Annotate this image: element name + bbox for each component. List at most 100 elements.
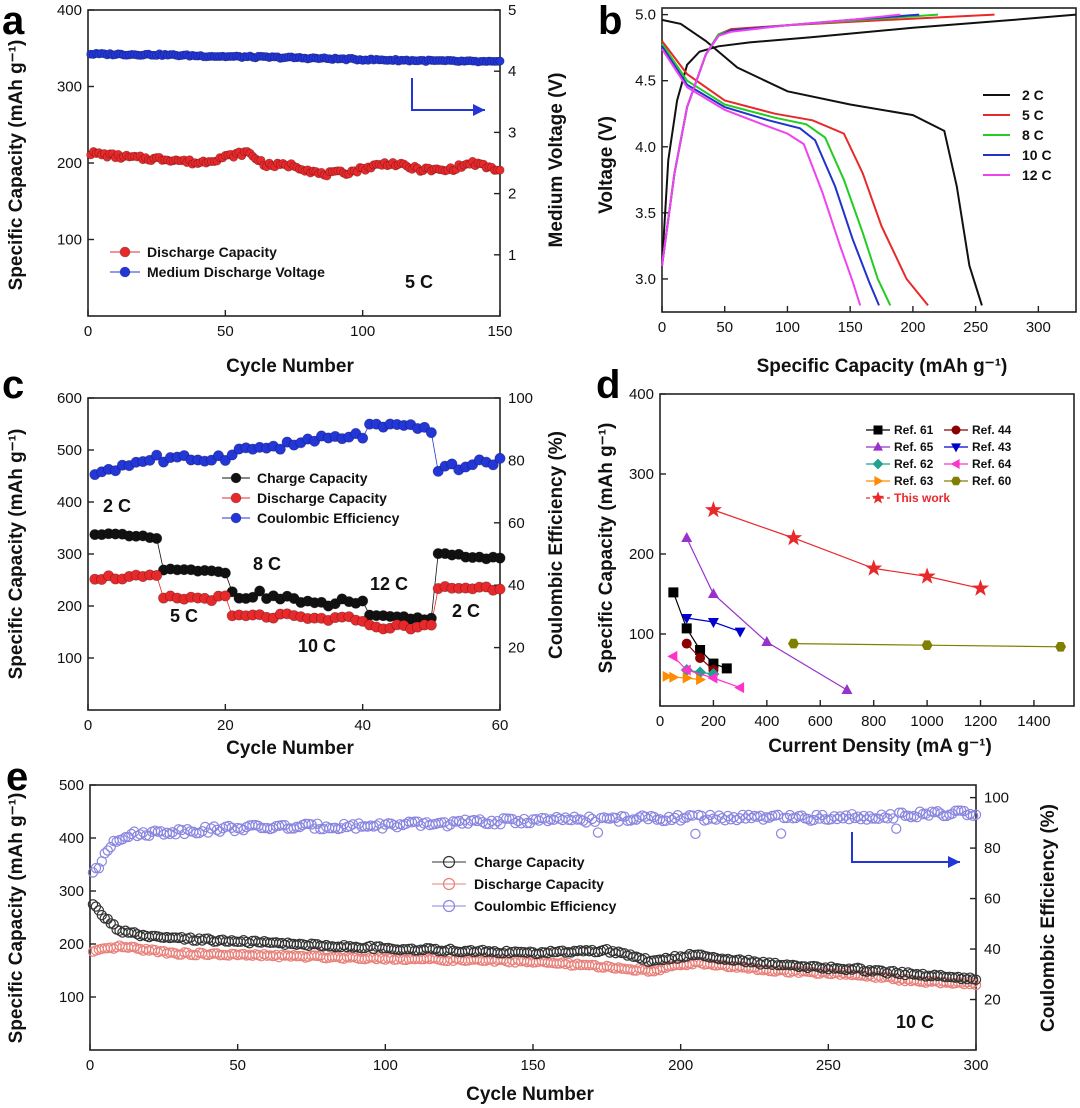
- panel-b: b 0 50 100 150 200 250 300 3.0 3.5 4.0 4.5 5.0 2 C 5 C…: [596, 0, 1077, 377]
- ce-point: [846, 809, 858, 820]
- ce-point: [837, 813, 849, 824]
- data-point: [841, 684, 853, 694]
- panel-a-x-tick-label: 100: [350, 323, 375, 340]
- legend-marker: [442, 899, 456, 913]
- ce-point: [226, 449, 238, 461]
- panel-a-y2-tick-label: 1: [508, 247, 516, 264]
- panel-b-y-tick-label: 4.0: [635, 139, 656, 156]
- legend-label: Ref. 64: [972, 457, 1012, 471]
- panel-e-x-tick-label: 100: [373, 1057, 398, 1074]
- ce-point: [970, 809, 982, 820]
- discharge-point: [563, 957, 574, 969]
- data-point: [721, 663, 732, 674]
- ce-point: [533, 815, 545, 826]
- ce-point: [120, 832, 131, 843]
- panel-d-x-tick-label: 800: [861, 713, 886, 730]
- panel-b-x-tick-label: 50: [716, 319, 733, 336]
- ce-point: [867, 813, 878, 824]
- panel-c-y-tick-label: 200: [57, 598, 82, 615]
- axis-arrow: [851, 832, 960, 863]
- panel-label-d: d: [596, 363, 620, 407]
- panel-label-a: a: [2, 0, 25, 43]
- x-axis-title: Cycle Number: [226, 356, 354, 377]
- charge-curve: [661, 13, 995, 266]
- legend-label: 12 C: [1022, 167, 1052, 183]
- ce-point: [560, 812, 571, 823]
- ce-point: [235, 823, 246, 834]
- rate-annotation: 5 C: [405, 272, 433, 292]
- ce-point: [211, 824, 223, 836]
- data-point: [704, 501, 722, 518]
- panel-d-x-tick-label: 200: [701, 713, 726, 730]
- panel-c-y-tick-label: 300: [57, 546, 82, 563]
- charge-point: [964, 972, 976, 983]
- discharge-curve: [661, 45, 880, 306]
- charge-point: [108, 919, 119, 930]
- ce-point: [111, 836, 122, 847]
- panel-d-y-tick-label: 100: [629, 626, 654, 643]
- data-point: [734, 682, 745, 694]
- legend-marker: [872, 458, 884, 470]
- legend-marker: [230, 492, 242, 504]
- discharge-point: [967, 977, 979, 989]
- axis-arrow-head: [473, 104, 485, 116]
- ce-point: [775, 828, 787, 839]
- discharge-point: [273, 951, 285, 963]
- ce-point: [758, 814, 769, 825]
- panel-c-y-tick-label: 600: [57, 390, 82, 407]
- ce-point: [510, 817, 521, 829]
- ce-point: [953, 805, 964, 816]
- y-axis-title: Voltage (V): [596, 116, 617, 214]
- panel-b-x-tick-label: 100: [775, 319, 800, 336]
- ce-point: [99, 848, 110, 859]
- ce-point: [288, 823, 299, 834]
- panel-e-y2-tick-label: 60: [984, 891, 1001, 908]
- data-point: [707, 588, 719, 598]
- discharge-point: [648, 966, 660, 977]
- discharge-point: [654, 964, 666, 976]
- panel-d-x-tick-label: 600: [808, 713, 833, 730]
- legend-label: Ref. 60: [972, 474, 1012, 488]
- legend-label: Charge Capacity: [474, 854, 585, 870]
- rate-annotation: 8 C: [253, 554, 281, 574]
- panel-e-y2-tick-label: 100: [984, 790, 1009, 807]
- charge-curve: [661, 13, 901, 266]
- charge-point: [619, 948, 630, 959]
- legend-marker-discharge: [119, 246, 131, 258]
- y2-axis-title: Coulombic Efficiency (%): [546, 431, 567, 659]
- ce-point: [675, 815, 686, 826]
- panel-c-y2-tick-label: 20: [508, 640, 525, 657]
- legend-marker: [951, 443, 961, 453]
- charge-point: [494, 552, 506, 564]
- data-point: [785, 529, 803, 546]
- panel-a-y2-tick-label: 2: [508, 186, 516, 203]
- x-axis-title: Specific Capacity (mAh g⁻¹): [757, 356, 1008, 377]
- ce-point: [494, 452, 506, 464]
- ce-point: [279, 820, 291, 831]
- ce-point: [811, 809, 822, 821]
- charge-point: [601, 943, 613, 955]
- panel-e-y-tick-label: 300: [59, 883, 84, 900]
- discharge-point: [448, 955, 459, 967]
- ce-point: [400, 818, 412, 830]
- ce-point: [501, 813, 512, 824]
- legend-label: Charge Capacity: [257, 470, 368, 486]
- panel-a-capacity-point: [495, 165, 505, 175]
- data-point: [788, 638, 799, 649]
- legend-marker: [951, 425, 961, 435]
- series-line: [672, 655, 741, 689]
- panel-c-y-tick-label: 100: [57, 650, 82, 667]
- data-point: [680, 664, 691, 676]
- series-line: [713, 509, 981, 589]
- panel-a-y-tick-label: 300: [57, 79, 82, 96]
- ce-point: [391, 821, 403, 833]
- data-point: [865, 559, 883, 576]
- panel-e-x-tick-label: 50: [229, 1057, 246, 1074]
- ce-point: [274, 443, 286, 455]
- data-point: [681, 638, 692, 649]
- charge-point: [445, 943, 456, 955]
- ce-point: [182, 824, 193, 835]
- legend-label: Ref. 62: [894, 457, 934, 471]
- ce-point: [167, 827, 178, 838]
- panel-d-x-tick-label: 0: [656, 713, 664, 730]
